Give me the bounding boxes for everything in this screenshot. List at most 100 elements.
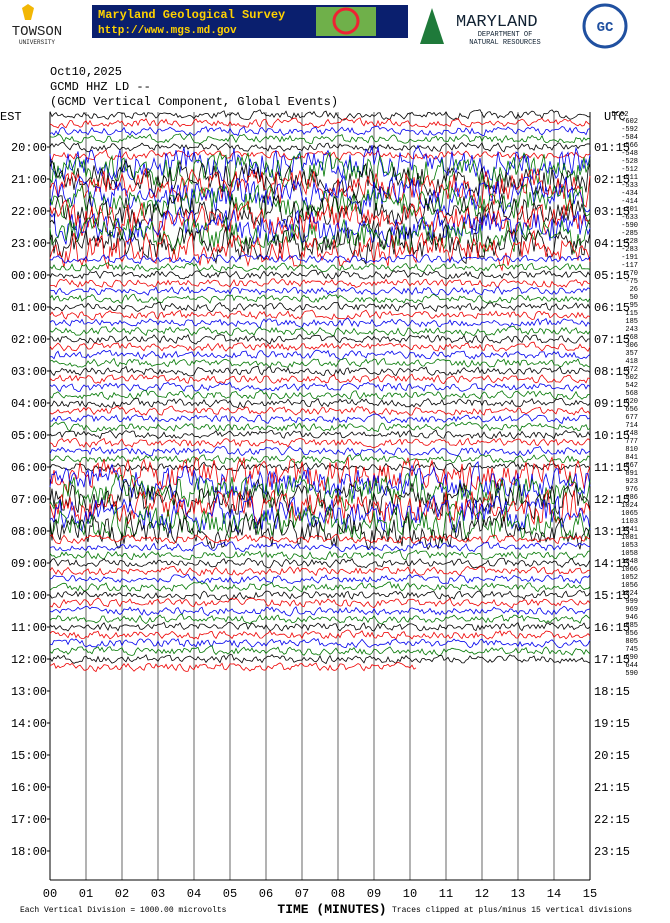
station: GCMD HHZ LD -- — [50, 80, 151, 94]
offset-label: -70 — [625, 270, 638, 278]
offset-label: 748 — [625, 430, 638, 438]
trace — [49, 333, 590, 345]
offset-label: 1066 — [621, 566, 638, 574]
subtitle: (GCMD Vertical Component, Global Events) — [50, 95, 338, 109]
offset-label: 1103 — [621, 518, 638, 526]
offset-label: 656 — [625, 406, 638, 414]
right-time: 14:15 — [594, 557, 630, 571]
offset-label: -283 — [621, 246, 638, 254]
offset-label: 1041 — [621, 526, 638, 534]
left-time: 13:00 — [11, 685, 47, 699]
offset-label: 714 — [625, 422, 638, 430]
x-axis-label: TIME (MINUTES) — [277, 902, 386, 917]
offset-label: -434 — [621, 190, 638, 198]
towson-text: TOWSON — [12, 24, 62, 40]
left-time: 14:00 — [11, 717, 47, 731]
trace — [49, 405, 591, 416]
dnr-tree — [420, 8, 444, 44]
offset-label: 690 — [625, 654, 638, 662]
x-tick-label: 14 — [547, 887, 561, 901]
right-time: 17:15 — [594, 653, 630, 667]
trace — [49, 565, 591, 577]
trace — [49, 206, 591, 248]
offset-label: 115 — [625, 310, 638, 318]
trace — [49, 645, 591, 657]
offset-label: -548 — [621, 150, 638, 158]
offset-label: 472 — [625, 366, 638, 374]
trace — [49, 453, 591, 464]
left-time: 00:00 — [11, 269, 47, 283]
left-time: 10:00 — [11, 589, 47, 603]
trace — [49, 613, 591, 625]
offset-label: -590 — [621, 222, 638, 230]
offset-label: 986 — [625, 494, 638, 502]
offset-label: -566 — [621, 142, 638, 150]
right-label: UTC — [604, 110, 626, 124]
offset-label: 1024 — [621, 502, 638, 510]
trace — [49, 317, 591, 329]
trace — [49, 549, 591, 561]
right-time: 19:15 — [594, 717, 630, 731]
x-tick-label: 09 — [367, 887, 381, 901]
dnr-line2: NATURAL RESOURCES — [469, 39, 540, 47]
offset-label: -301 — [621, 206, 638, 214]
offset-label: 1048 — [621, 558, 638, 566]
trace — [49, 621, 591, 632]
banner-url: http://www.mgs.md.gov — [98, 25, 237, 37]
dnr-title: MARYLAND — [456, 13, 538, 32]
x-tick-label: 02 — [115, 887, 129, 901]
offset-label: 1065 — [621, 510, 638, 518]
x-tick-label: 07 — [295, 887, 309, 901]
offset-label: 1053 — [621, 542, 638, 550]
right-time: 07:15 — [594, 333, 630, 347]
right-time: 18:15 — [594, 685, 630, 699]
x-tick-label: 15 — [583, 887, 597, 901]
left-time: 09:00 — [11, 557, 47, 571]
banner-title: Maryland Geological Survey — [98, 8, 285, 22]
trace — [49, 397, 591, 409]
trace — [49, 183, 591, 219]
right-time: 22:15 — [594, 813, 630, 827]
offset-label: 805 — [625, 638, 638, 646]
left-time: 01:00 — [11, 301, 47, 315]
trace — [49, 325, 591, 337]
trace — [49, 278, 590, 289]
trace — [49, 269, 591, 280]
right-time: 12:15 — [594, 493, 630, 507]
offset-label: 867 — [625, 462, 638, 470]
trace — [49, 581, 591, 593]
trace — [49, 487, 591, 526]
trace — [49, 541, 591, 553]
left-time: 17:00 — [11, 813, 47, 827]
trace — [49, 357, 591, 369]
offset-label: 745 — [625, 646, 638, 654]
offset-label: -533 — [621, 182, 638, 190]
trace — [49, 637, 591, 649]
trace — [49, 629, 591, 640]
offset-label: 946 — [625, 614, 638, 622]
offset-label: 1024 — [621, 590, 638, 598]
left-time: 23:00 — [11, 237, 47, 251]
trace — [49, 167, 591, 209]
left-time: 02:00 — [11, 333, 47, 347]
right-time: 09:15 — [594, 397, 630, 411]
offset-label: -584 — [621, 134, 638, 142]
x-tick-label: 11 — [439, 887, 453, 901]
right-time: 06:15 — [594, 301, 630, 315]
right-time: 11:15 — [594, 461, 630, 475]
offset-label: 1081 — [621, 534, 638, 542]
trace — [49, 461, 591, 473]
x-tick-label: 10 — [403, 887, 417, 901]
offset-label: -602 — [621, 118, 638, 126]
offset-label: 1058 — [621, 550, 638, 558]
dnr-logo: MARYLAND DEPARTMENT OF NATURAL RESOURCES… — [420, 3, 628, 49]
logo-icon — [22, 4, 34, 20]
offset-label: 1056 — [621, 582, 638, 590]
trace — [49, 589, 591, 601]
trace — [49, 151, 591, 191]
left-time: 05:00 — [11, 429, 47, 443]
offset-label: -75 — [625, 278, 638, 286]
left-time: 11:00 — [11, 621, 47, 635]
date: Oct10,2025 — [50, 65, 122, 79]
